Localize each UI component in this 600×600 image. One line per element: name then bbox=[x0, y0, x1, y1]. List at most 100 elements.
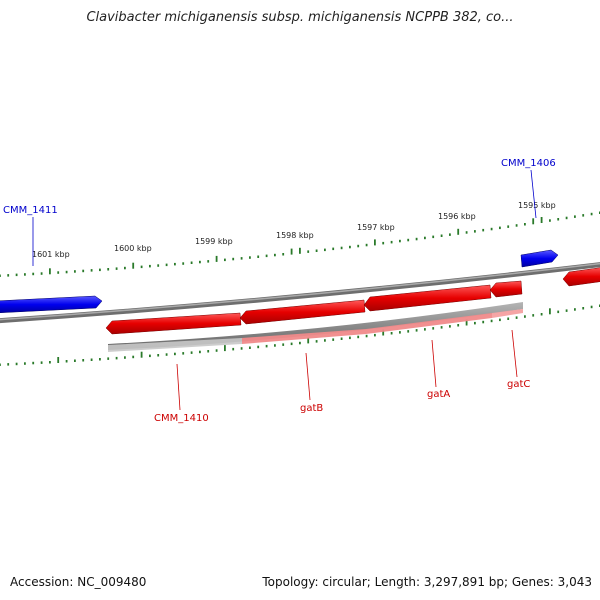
minor-tick bbox=[174, 262, 176, 266]
minor-tick bbox=[407, 238, 410, 242]
gene-arrow-cmm1411[interactable] bbox=[0, 295, 103, 314]
minor-tick bbox=[99, 268, 101, 272]
gene-label-gatA[interactable]: gatA bbox=[427, 389, 450, 400]
gene-label-gatC[interactable]: gatC bbox=[507, 379, 530, 390]
minor-tick bbox=[424, 236, 426, 240]
gene-arrow-cmm1410[interactable] bbox=[105, 312, 242, 335]
map-title: Clavibacter michiganensis subsp. michiga… bbox=[86, 10, 514, 25]
minor-tick bbox=[590, 305, 593, 309]
gene-arrow-right-partial[interactable] bbox=[562, 267, 600, 287]
minor-tick bbox=[474, 230, 476, 233]
minor-tick bbox=[199, 260, 201, 264]
minor-tick bbox=[549, 219, 551, 222]
scale-labels: 1601 kbp 1600 kbp 1599 kbp 1598 kbp 1597… bbox=[32, 201, 556, 259]
minor-tick bbox=[557, 310, 560, 314]
minor-tick bbox=[257, 255, 260, 258]
tick-label-1598: 1598 kbp bbox=[276, 231, 314, 240]
minor-tick bbox=[349, 336, 351, 340]
minor-tick bbox=[574, 215, 576, 218]
minor-tick bbox=[24, 273, 26, 276]
minor-tick bbox=[324, 248, 326, 252]
minor-tick bbox=[524, 315, 526, 318]
minor-tick bbox=[224, 258, 226, 262]
minor-tick bbox=[565, 309, 568, 312]
minor-tick bbox=[140, 265, 143, 269]
minor-tick bbox=[490, 319, 493, 323]
minor-tick bbox=[357, 244, 360, 248]
gene-shadow-gatA bbox=[366, 313, 492, 334]
major-tick bbox=[132, 262, 135, 269]
gene-shadow-gatC bbox=[492, 309, 523, 318]
minor-tick bbox=[232, 347, 235, 351]
minor-tick bbox=[315, 340, 318, 343]
minor-tick bbox=[149, 354, 151, 358]
minor-tick bbox=[115, 356, 118, 360]
minor-tick bbox=[149, 264, 151, 268]
gene-arrow-gatA[interactable] bbox=[363, 284, 492, 312]
minor-tick bbox=[7, 274, 10, 277]
minor-tick bbox=[424, 328, 426, 331]
minor-tick bbox=[440, 234, 443, 237]
minor-tick bbox=[374, 333, 376, 337]
minor-tick bbox=[190, 261, 193, 264]
gene-label-gatB[interactable]: gatB bbox=[300, 403, 323, 414]
minor-tick bbox=[240, 257, 243, 260]
gene-arrow-gatC[interactable] bbox=[489, 280, 523, 298]
minor-tick bbox=[340, 246, 343, 250]
accession-text: Accession: NC_009480 bbox=[10, 575, 147, 589]
minor-tick bbox=[99, 358, 101, 361]
minor-tick bbox=[65, 360, 68, 363]
minor-tick bbox=[207, 350, 210, 353]
minor-tick bbox=[415, 237, 418, 241]
major-tick bbox=[374, 239, 376, 246]
minor-tick bbox=[499, 318, 501, 322]
minor-tick bbox=[190, 351, 193, 354]
gene-label-cmm1410[interactable]: CMM_1410 bbox=[154, 413, 209, 424]
minor-tick bbox=[40, 361, 43, 364]
minor-tick bbox=[265, 254, 268, 258]
tick-label-1600: 1600 kbp bbox=[114, 244, 152, 253]
minor-tick bbox=[24, 362, 26, 365]
minor-tick bbox=[215, 349, 218, 352]
minor-tick bbox=[249, 346, 251, 349]
minor-tick bbox=[482, 320, 485, 324]
minor-tick bbox=[82, 269, 85, 273]
minor-tick bbox=[0, 274, 1, 277]
major-tick bbox=[465, 319, 468, 326]
minor-tick bbox=[490, 227, 493, 231]
tick-label-1601: 1601 kbp bbox=[32, 250, 70, 259]
minor-tick bbox=[332, 338, 335, 341]
minor-tick bbox=[49, 361, 51, 364]
major-tick bbox=[49, 268, 51, 275]
tick-label-1596: 1596 kbp bbox=[438, 212, 476, 221]
minor-tick bbox=[432, 327, 435, 330]
minor-tick bbox=[399, 331, 401, 334]
minor-tick bbox=[390, 332, 393, 335]
minor-tick bbox=[440, 326, 443, 329]
major-tick bbox=[540, 217, 543, 223]
gene-arrow-cmm1406[interactable] bbox=[520, 249, 559, 268]
minor-tick bbox=[465, 231, 468, 234]
minor-tick bbox=[107, 268, 110, 271]
minor-tick bbox=[282, 343, 285, 346]
gene-shadow-gatB bbox=[242, 329, 366, 344]
gene-arrow-gatB[interactable] bbox=[239, 299, 366, 325]
minor-tick bbox=[107, 357, 110, 360]
major-tick bbox=[457, 228, 460, 235]
gene-label-cmm1406[interactable]: CMM_1406 bbox=[501, 158, 556, 169]
minor-tick bbox=[532, 314, 535, 317]
minor-tick bbox=[7, 363, 10, 366]
gene-label-cmm1411[interactable]: CMM_1411 bbox=[3, 205, 58, 216]
minor-tick bbox=[524, 223, 526, 226]
minor-tick bbox=[540, 313, 543, 316]
minor-tick bbox=[307, 250, 310, 253]
minor-tick bbox=[515, 224, 518, 227]
minor-tick bbox=[557, 218, 560, 221]
minor-tick bbox=[482, 228, 485, 232]
minor-tick bbox=[290, 342, 293, 346]
minor-tick bbox=[365, 334, 368, 338]
backbone-inner bbox=[108, 302, 523, 350]
gene-shadow-cmm1410 bbox=[108, 338, 242, 352]
minor-tick bbox=[582, 214, 585, 217]
